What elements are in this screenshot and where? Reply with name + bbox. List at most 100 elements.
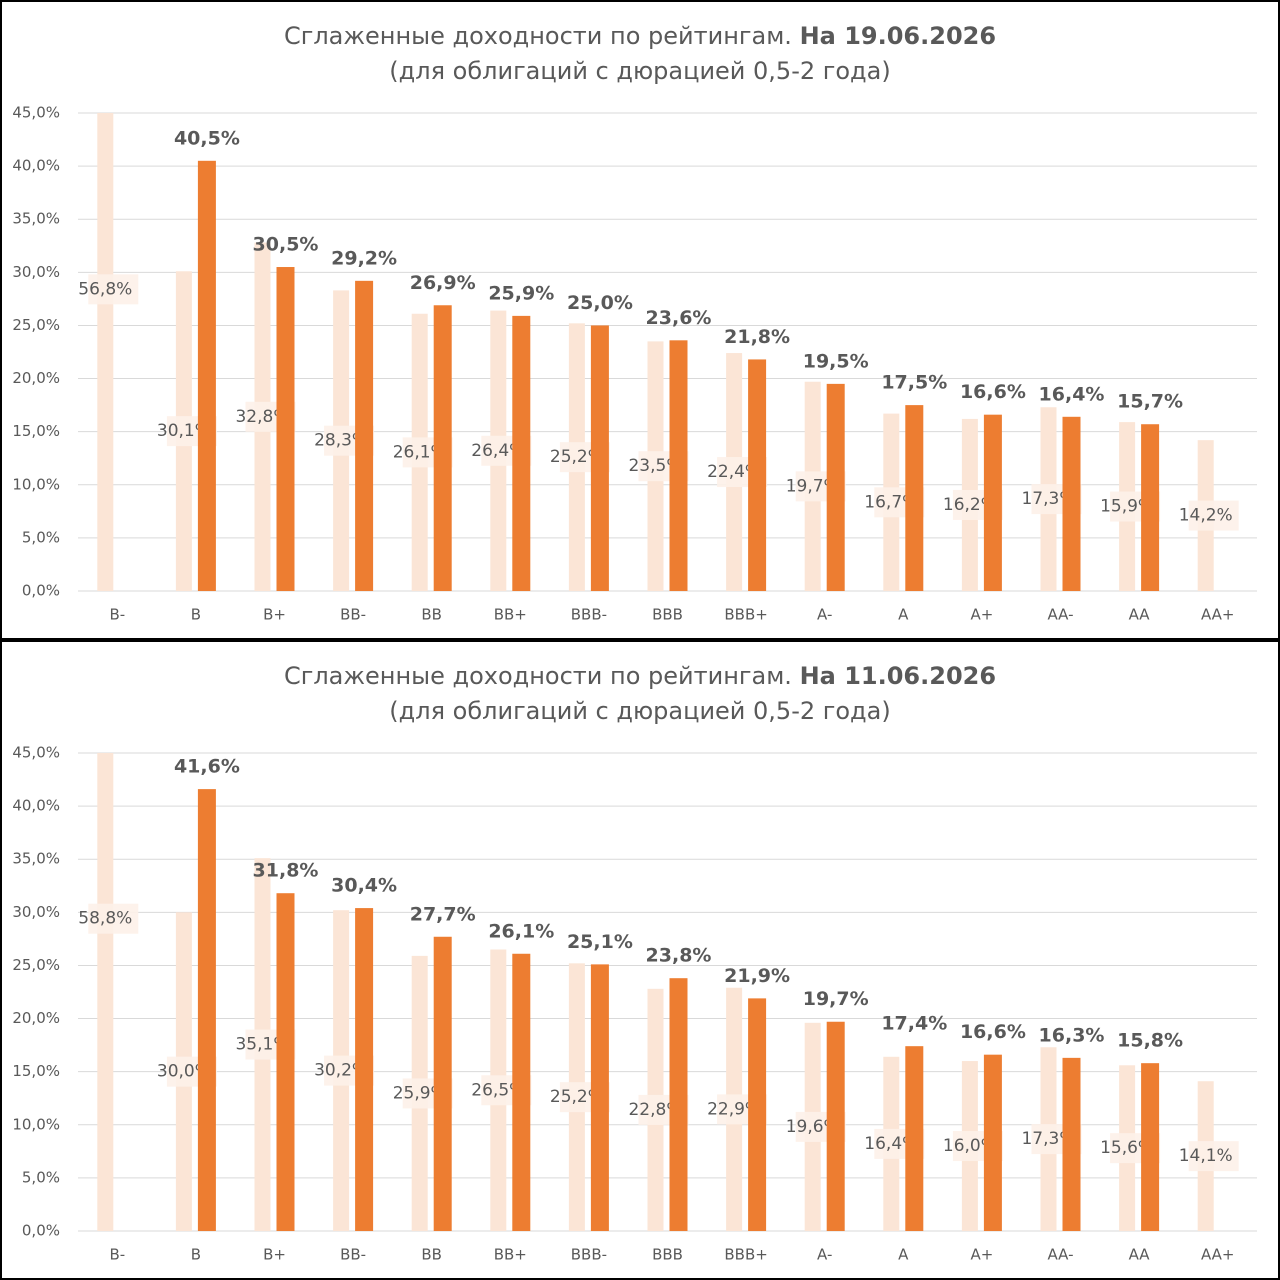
x-tick-label: B [191,606,201,624]
value-label: 16,4% [864,1134,918,1154]
bar [1141,424,1160,591]
bar [512,953,531,1231]
value-label: 16,7% [864,492,918,512]
bar [355,908,374,1231]
title-date: На 11.06.2026 [800,662,996,690]
x-tick-label: AA- [1047,1246,1073,1264]
chart-subtitle: (для облигаций с дюрацией 0,5-2 года) [389,57,890,85]
bar [97,753,114,1231]
value-label: 19,6% [786,1117,840,1137]
value-label: 16,6% [960,1021,1026,1043]
x-tick-label: AA+ [1201,606,1235,624]
y-tick-label: 10,0% [12,1115,60,1133]
value-label-bg [88,903,139,934]
value-label: 27,7% [410,903,476,925]
x-tick-label: B+ [263,1246,286,1264]
chart-border [0,0,1280,640]
y-tick-label: 15,0% [12,1062,60,1080]
x-tick-label: B+ [263,606,286,624]
value-label-bg [88,274,139,305]
value-label: 19,7% [803,988,869,1010]
x-tick-label: BB+ [494,1246,527,1264]
value-label: 26,1% [488,920,554,942]
value-label-bg [1188,1141,1239,1172]
x-tick-label: A [898,1246,909,1264]
y-tick-label: 25,0% [12,956,60,974]
y-tick-label: 30,0% [12,903,60,921]
value-label: 19,7% [786,476,840,496]
value-label: 15,9% [1100,497,1154,517]
value-label: 40,5% [174,127,240,149]
x-tick-label: A [898,606,909,624]
value-label: 58,8% [78,909,132,929]
value-label: 25,1% [567,931,633,953]
value-label: 56,8% [78,279,132,299]
x-tick-label: B- [109,1246,125,1264]
x-tick-label: AA [1129,606,1151,624]
x-tick-label: B [191,1246,201,1264]
value-label: 28,3% [314,431,368,451]
bar [433,936,452,1231]
value-label: 22,8% [628,1100,682,1120]
y-tick-label: 35,0% [12,850,60,868]
value-label: 16,3% [1039,1024,1105,1046]
value-label: 17,3% [1021,489,1075,509]
bar [826,383,845,591]
value-label: 26,1% [393,442,447,462]
value-label: 15,7% [1117,391,1183,413]
title-text: Сглаженные доходности по рейтингам. [284,22,792,50]
value-label: 22,4% [707,462,761,482]
x-tick-label: BBB- [571,606,607,624]
x-tick-label: BB [421,1246,442,1264]
x-tick-label: BB+ [494,606,527,624]
x-tick-label: A+ [970,1246,993,1264]
bar [197,160,216,592]
value-label: 25,2% [550,447,604,467]
x-tick-label: A- [817,1246,832,1264]
y-tick-label: 45,0% [12,744,60,762]
chart: Сглаженные доходности по рейтингам. На 1… [0,0,1280,640]
bar [1062,416,1081,591]
bar [355,280,374,591]
value-label: 31,8% [253,860,319,882]
value-label: 22,9% [707,1099,761,1119]
bar [983,1054,1002,1231]
value-label: 25,9% [393,1083,447,1103]
x-tick-label: BBB- [571,1246,607,1264]
value-label-bg [1188,500,1239,531]
y-tick-label: 5,0% [22,528,60,546]
bar [826,1021,845,1231]
value-label: 16,6% [960,381,1026,403]
x-tick-label: B- [109,606,125,624]
value-label: 14,2% [1179,506,1233,526]
value-label: 16,0% [943,1136,997,1156]
y-tick-label: 45,0% [12,104,60,122]
chart-title: Сглаженные доходности по рейтингам. На 1… [284,22,996,50]
value-label: 41,6% [174,756,240,778]
value-label: 26,4% [471,441,525,461]
x-tick-label: A- [817,606,832,624]
value-label: 29,2% [331,247,397,269]
value-label: 35,1% [235,1035,289,1055]
title-text: Сглаженные доходности по рейтингам. [284,662,792,690]
bar [748,998,767,1231]
y-tick-label: 5,0% [22,1168,60,1186]
x-tick-label: AA- [1047,606,1073,624]
bar [905,405,924,591]
bar [1062,1057,1081,1231]
value-label: 30,2% [314,1061,368,1081]
value-label: 30,1% [157,421,211,441]
chart-subtitle: (для облигаций с дюрацией 0,5-2 года) [389,697,890,725]
value-label: 21,9% [724,965,790,987]
bar [276,893,295,1231]
x-tick-label: BBB+ [724,606,767,624]
chart-title: Сглаженные доходности по рейтингам. На 1… [284,662,996,690]
x-tick-label: BB- [340,1246,366,1264]
value-label: 26,9% [410,272,476,294]
y-tick-label: 0,0% [22,1222,60,1240]
bar [433,305,452,591]
value-label: 14,1% [1179,1146,1233,1166]
value-label: 30,5% [253,234,319,256]
value-label: 23,5% [628,456,682,476]
value-label: 30,4% [331,875,397,897]
